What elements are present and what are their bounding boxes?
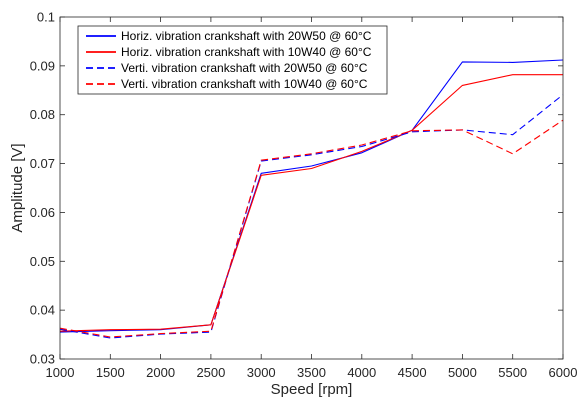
y-tick-label: 0.08	[30, 107, 55, 122]
y-tick-label: 0.07	[30, 156, 55, 171]
x-tick-label: 3000	[247, 365, 276, 380]
legend-label: Verti. vibration crankshaft with 20W50 @…	[121, 61, 368, 75]
legend-box	[77, 25, 388, 95]
x-tick-label: 1500	[96, 365, 125, 380]
y-tick-label: 0.04	[30, 303, 55, 318]
y-tick-label: 0.1	[37, 10, 55, 25]
axes-layer: 1000 1500 2000 2500 3000 3500 4000 4500 5000 5500…	[30, 10, 578, 381]
x-tick-label: 5000	[448, 365, 477, 380]
y-tick-label: 0.05	[30, 254, 55, 269]
legend: Horiz. vibration crankshaft with 20W50 @…	[77, 25, 388, 95]
series-line-3	[59, 94, 564, 339]
series-layer	[59, 59, 564, 339]
series-line-2	[59, 74, 563, 332]
x-tick-label: 3500	[297, 365, 326, 380]
x-tick-label: 4000	[347, 365, 376, 380]
x-tick-label: 2500	[196, 365, 225, 380]
series-line-4	[59, 119, 564, 338]
legend-label: Verti. vibration crankshaft with 10W40 @…	[121, 77, 368, 91]
x-tick-label: 6000	[549, 365, 578, 380]
x-tick-label: 2000	[146, 365, 175, 380]
x-axis-label: Speed [rpm]	[271, 381, 353, 398]
x-tick-label: 1000	[46, 365, 75, 380]
x-tick-label: 4500	[398, 365, 427, 380]
y-tick-label: 0.03	[30, 352, 55, 367]
legend-label: Horiz. vibration crankshaft with 20W50 @…	[121, 29, 372, 43]
y-tick-label: 0.09	[30, 58, 55, 73]
legend-label: Horiz. vibration crankshaft with 10W40 @…	[121, 45, 372, 59]
series-line-1	[59, 59, 564, 333]
x-tick-label: 5500	[498, 365, 527, 380]
y-tick-label: 0.06	[30, 205, 55, 220]
y-axis-label: Amplitude [V]	[9, 143, 26, 232]
